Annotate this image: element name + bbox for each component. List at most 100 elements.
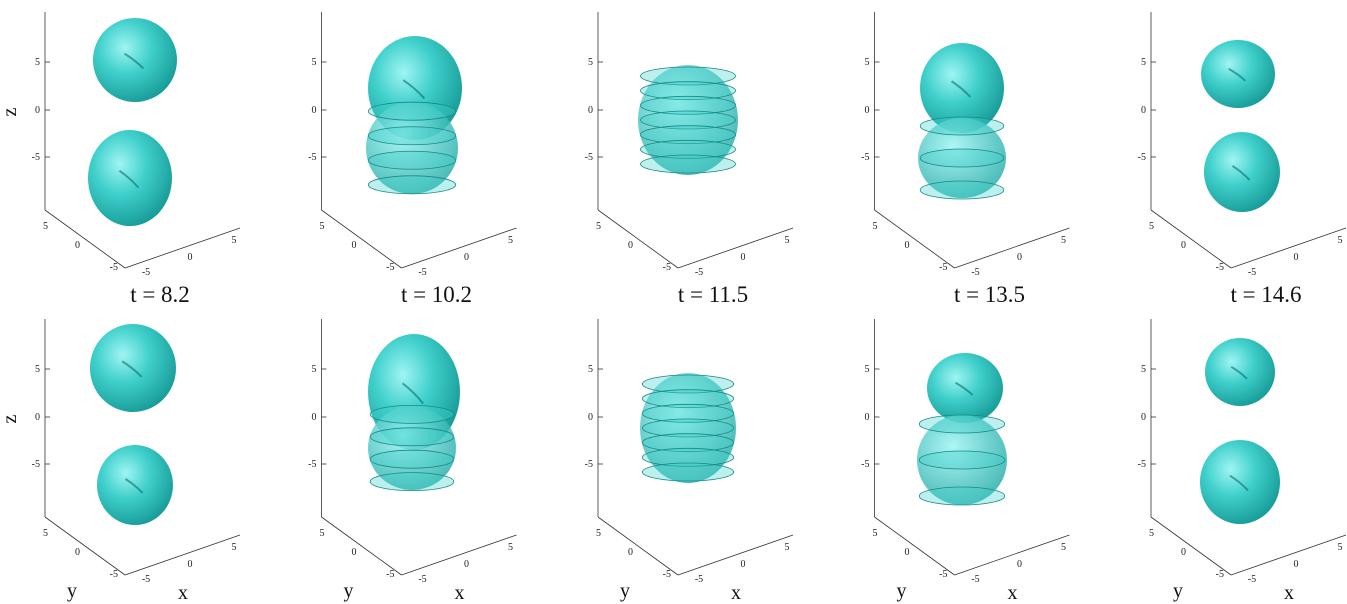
ring bbox=[919, 487, 1005, 505]
z-tick-label: -5 bbox=[32, 459, 40, 470]
panel: 50-550-5-505yx bbox=[1138, 319, 1346, 604]
z-tick-label: 5 bbox=[312, 364, 317, 375]
z-tick-label: -5 bbox=[1138, 459, 1146, 470]
z-tick-label: 5 bbox=[588, 57, 593, 68]
x-axis-label: x bbox=[731, 582, 741, 604]
z-tick-label: 5 bbox=[35, 57, 40, 68]
z-tick-label: 0 bbox=[588, 105, 593, 116]
ring bbox=[370, 473, 454, 491]
x-axis bbox=[1231, 228, 1346, 268]
x-tick-label: -5 bbox=[142, 574, 150, 585]
y-axis bbox=[598, 210, 678, 268]
y-tick-label: 0 bbox=[905, 547, 910, 558]
y-tick-label: 5 bbox=[320, 528, 325, 539]
x-tick-label: 5 bbox=[232, 542, 237, 553]
x-axis bbox=[678, 535, 793, 575]
y-tick-label: -5 bbox=[386, 262, 394, 273]
z-tick-label: -5 bbox=[1138, 152, 1146, 163]
panel: 50-550-5-505 bbox=[308, 12, 516, 278]
x-tick-label: 5 bbox=[785, 235, 790, 246]
x-tick-label: -5 bbox=[418, 267, 426, 278]
z-tick-label: 5 bbox=[1141, 57, 1146, 68]
y-tick-label: -5 bbox=[1216, 569, 1224, 580]
y-axis-label: y bbox=[67, 580, 77, 602]
x-tick-label: 0 bbox=[1294, 252, 1299, 263]
z-tick-label: 0 bbox=[1141, 105, 1146, 116]
ring bbox=[641, 155, 736, 173]
x-tick-label: 5 bbox=[1061, 542, 1066, 553]
y-tick-label: 5 bbox=[873, 528, 878, 539]
panel: 50-550-5-505zyx bbox=[0, 319, 240, 604]
ring bbox=[368, 102, 455, 120]
ring bbox=[370, 405, 454, 423]
x-tick-label: -5 bbox=[971, 574, 979, 585]
x-tick-label: 5 bbox=[508, 235, 513, 246]
y-axis-label: y bbox=[344, 580, 354, 602]
y-tick-label: -5 bbox=[663, 262, 671, 273]
y-tick-label: 0 bbox=[75, 240, 80, 251]
x-tick-label: 0 bbox=[741, 559, 746, 570]
y-tick-label: -5 bbox=[110, 262, 118, 273]
z-tick-label: 0 bbox=[312, 412, 317, 423]
x-tick-label: 0 bbox=[1017, 252, 1022, 263]
y-axis bbox=[875, 517, 955, 575]
figure: 5 0 -5 5 0 -5 -5 0 5 z 5 0 -5 5 0 -5 -5 0 5 5 0 -5 5 0 -5 -5 0 5 5 0 -… bbox=[0, 0, 1347, 604]
y-axis bbox=[875, 210, 955, 268]
x-tick-label: -5 bbox=[1248, 267, 1256, 278]
y-axis bbox=[1151, 210, 1231, 268]
z-axis-label: z bbox=[0, 107, 21, 116]
y-tick-label: -5 bbox=[1216, 262, 1224, 273]
z-tick-label: 5 bbox=[865, 57, 870, 68]
x-tick-label: -5 bbox=[971, 267, 979, 278]
y-tick-label: 0 bbox=[628, 240, 633, 251]
z-tick-label: -5 bbox=[861, 152, 869, 163]
x-axis bbox=[955, 228, 1070, 268]
y-tick-label: 5 bbox=[1149, 221, 1154, 232]
y-axis-label: y bbox=[1173, 580, 1183, 602]
z-tick-label: 5 bbox=[35, 364, 40, 375]
z-tick-label: -5 bbox=[308, 152, 316, 163]
y-tick-label: 0 bbox=[1181, 240, 1186, 251]
x-tick-label: -5 bbox=[1248, 574, 1256, 585]
y-tick-label: 0 bbox=[1181, 547, 1186, 558]
x-tick-label: 0 bbox=[741, 252, 746, 263]
ring bbox=[368, 127, 455, 145]
y-tick-label: -5 bbox=[939, 569, 947, 580]
x-axis-label: x bbox=[178, 582, 188, 604]
panel: 50-550-5-505 bbox=[585, 12, 793, 278]
y-tick-label: 5 bbox=[596, 528, 601, 539]
ring bbox=[368, 176, 455, 194]
z-tick-label: 0 bbox=[865, 105, 870, 116]
y-tick-label: -5 bbox=[939, 262, 947, 273]
x-tick-label: -5 bbox=[695, 267, 703, 278]
y-axis bbox=[322, 210, 402, 268]
y-tick-label: 5 bbox=[873, 221, 878, 232]
x-tick-label: -5 bbox=[142, 267, 150, 278]
ring bbox=[370, 450, 454, 468]
x-tick-label: -5 bbox=[695, 574, 703, 585]
z-tick-label: -5 bbox=[308, 459, 316, 470]
z-tick-label: 5 bbox=[312, 57, 317, 68]
y-axis-label: y bbox=[620, 580, 630, 602]
y-axis bbox=[45, 517, 125, 575]
y-tick-label: 5 bbox=[43, 221, 48, 232]
y-axis bbox=[598, 517, 678, 575]
y-tick-label: 5 bbox=[596, 221, 601, 232]
x-tick-label: 0 bbox=[464, 252, 469, 263]
ring bbox=[920, 181, 1004, 199]
time-label: t = 13.5 bbox=[954, 282, 1025, 307]
ring bbox=[920, 117, 1004, 135]
x-tick-label: 0 bbox=[188, 252, 193, 263]
y-tick-label: 5 bbox=[320, 221, 325, 232]
z-tick-label: 5 bbox=[588, 364, 593, 375]
y-tick-label: 0 bbox=[905, 240, 910, 251]
x-axis-label: x bbox=[1008, 582, 1018, 604]
y-tick-label: -5 bbox=[663, 569, 671, 580]
time-label: t = 8.2 bbox=[130, 282, 190, 307]
y-tick-label: 5 bbox=[1149, 528, 1154, 539]
time-label: t = 14.6 bbox=[1230, 282, 1301, 307]
